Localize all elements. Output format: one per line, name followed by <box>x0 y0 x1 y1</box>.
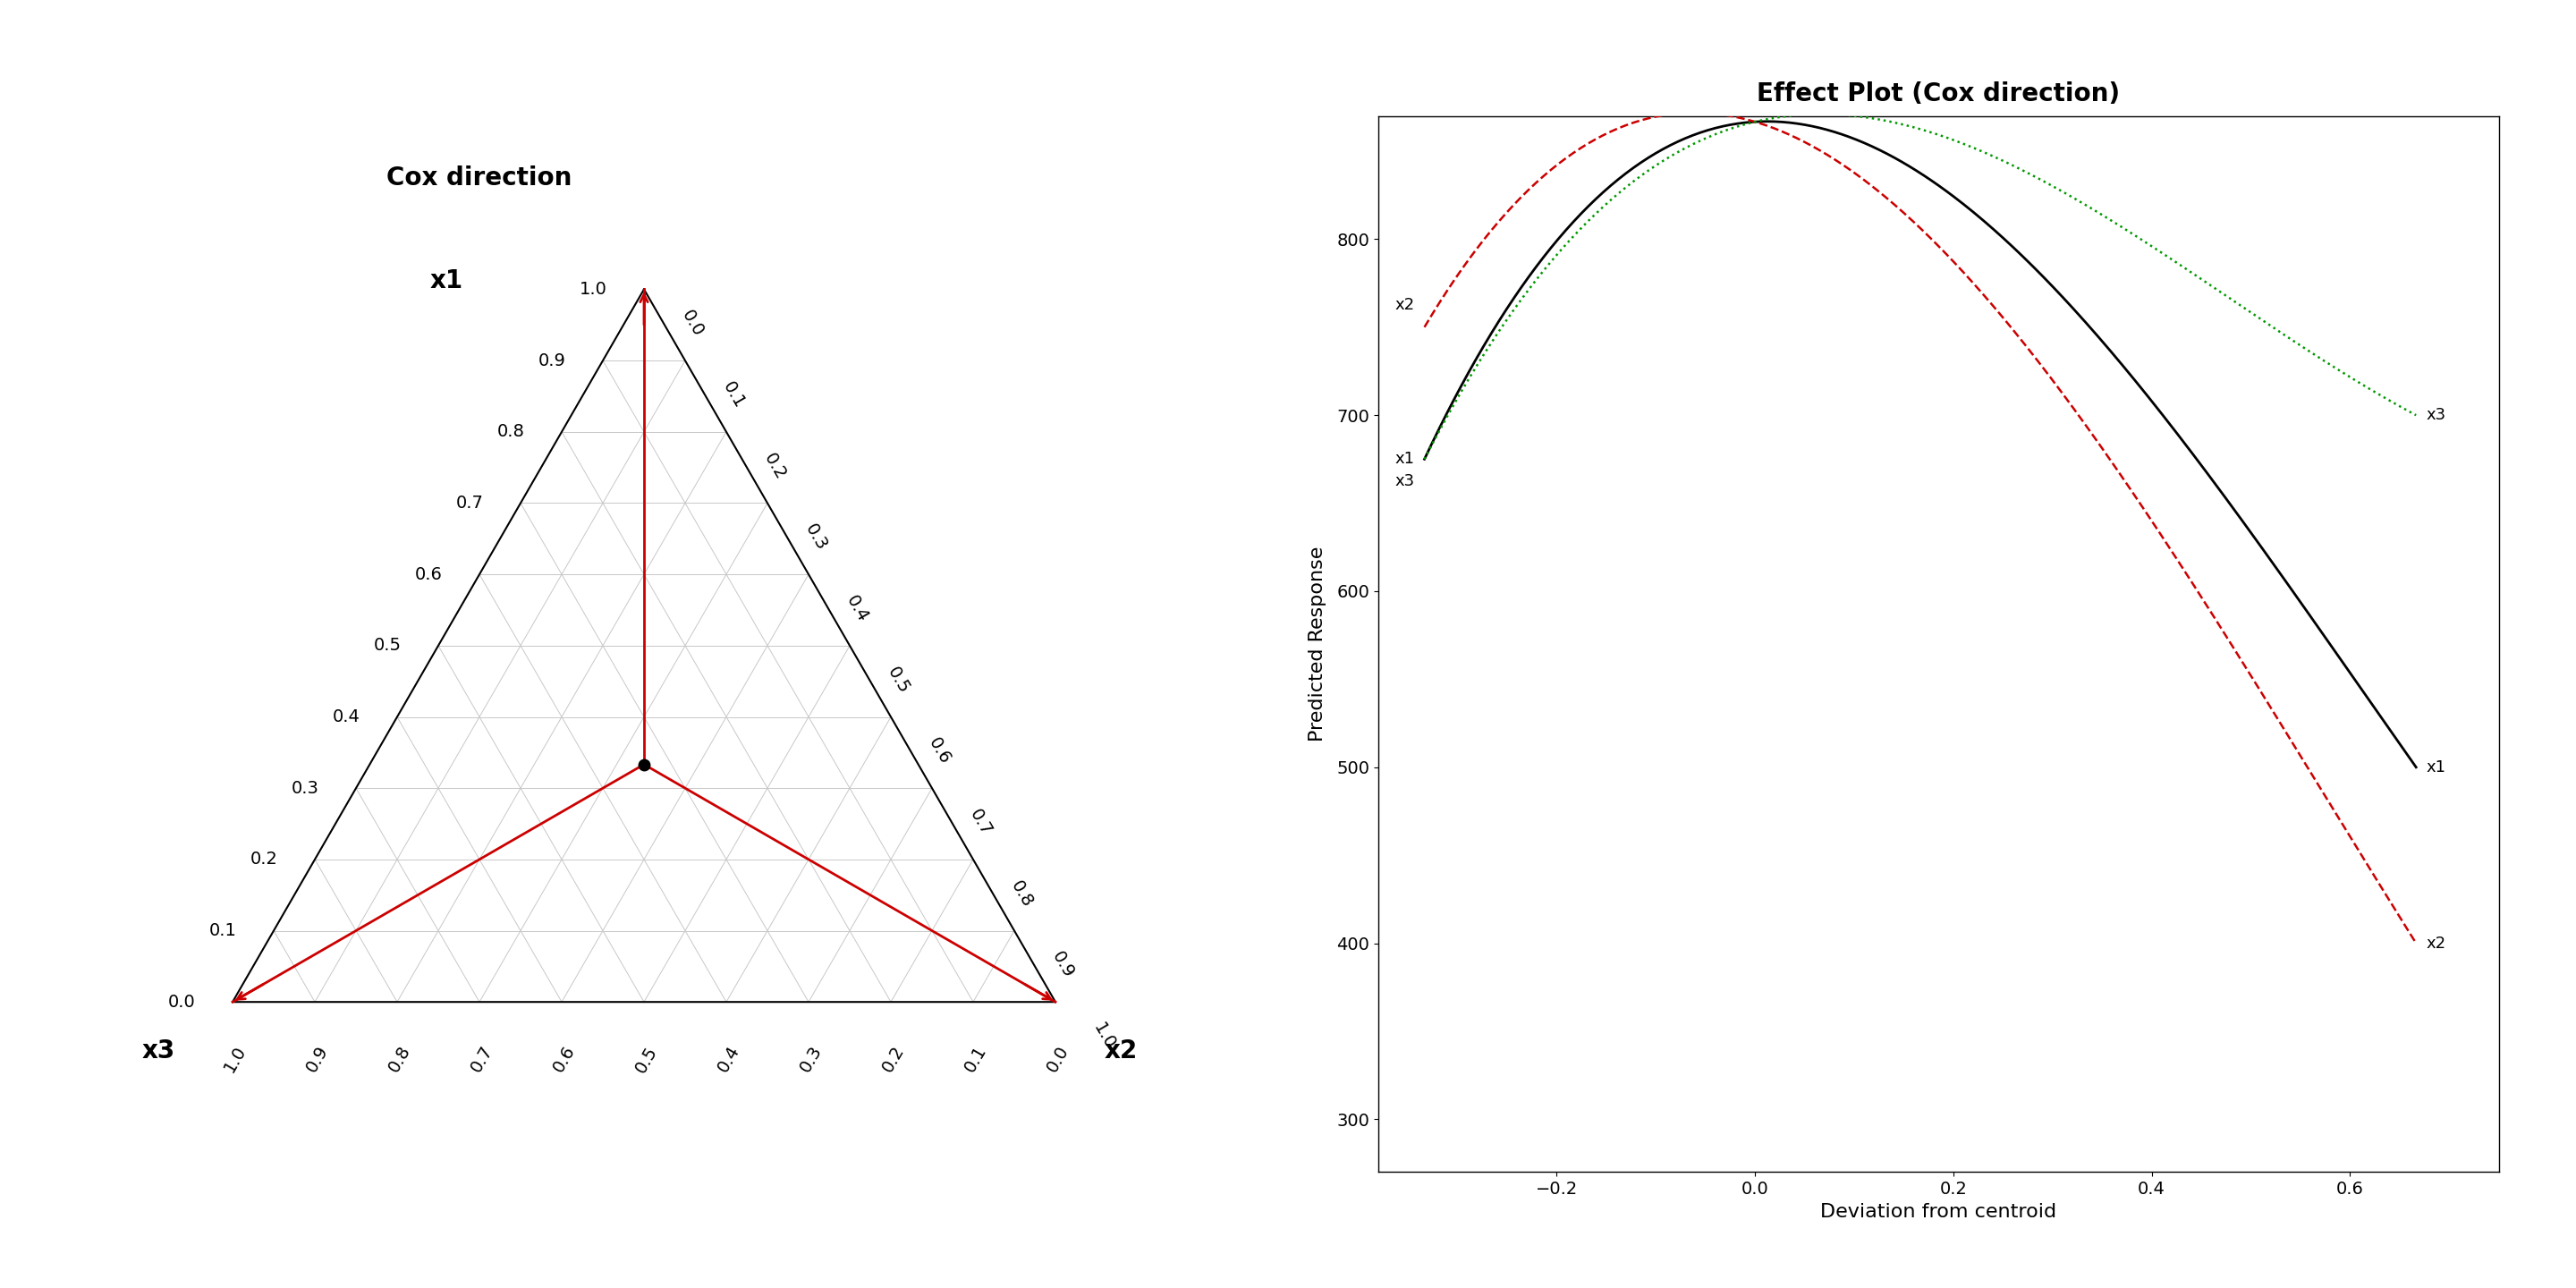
Text: Cox direction: Cox direction <box>386 166 572 191</box>
Text: 0.9: 0.9 <box>538 352 567 370</box>
Text: 0.9: 0.9 <box>1048 949 1077 981</box>
Text: 0.6: 0.6 <box>415 565 443 583</box>
Text: 0.7: 0.7 <box>456 495 484 511</box>
Text: 0.4: 0.4 <box>332 708 361 725</box>
Text: 0.1: 0.1 <box>961 1043 989 1075</box>
Text: 0.4: 0.4 <box>842 592 871 625</box>
Text: 0.0: 0.0 <box>167 993 196 1011</box>
Text: 0.3: 0.3 <box>801 522 829 554</box>
Text: 0.8: 0.8 <box>386 1043 415 1075</box>
Text: 0.8: 0.8 <box>497 424 526 440</box>
Text: 0.2: 0.2 <box>878 1043 907 1075</box>
Text: x1: x1 <box>2427 759 2445 775</box>
Text: 0.2: 0.2 <box>760 450 788 483</box>
Text: 0.5: 0.5 <box>631 1043 662 1075</box>
Text: 1.0: 1.0 <box>222 1043 250 1075</box>
Text: x1: x1 <box>430 269 464 294</box>
Text: 0.6: 0.6 <box>549 1043 580 1075</box>
Text: x3: x3 <box>1394 473 1414 489</box>
Text: x1: x1 <box>1394 451 1414 468</box>
Text: 0.8: 0.8 <box>1007 877 1036 909</box>
Text: 0.9: 0.9 <box>304 1043 332 1075</box>
Text: x3: x3 <box>142 1039 175 1064</box>
Title: Effect Plot (Cox direction): Effect Plot (Cox direction) <box>1757 81 2120 107</box>
Text: 0.5: 0.5 <box>884 663 912 697</box>
Text: 1.0: 1.0 <box>580 281 608 298</box>
Text: 1.0: 1.0 <box>1090 1020 1118 1052</box>
X-axis label: Deviation from centroid: Deviation from centroid <box>1821 1203 2056 1221</box>
Text: 0.5: 0.5 <box>374 638 402 654</box>
Text: 0.3: 0.3 <box>796 1043 824 1075</box>
Text: 0.4: 0.4 <box>714 1043 742 1075</box>
Text: x3: x3 <box>2427 407 2445 424</box>
Y-axis label: Predicted Response: Predicted Response <box>1309 546 1327 742</box>
Text: 0.3: 0.3 <box>291 779 319 797</box>
Text: x2: x2 <box>1394 298 1414 313</box>
Text: 0.7: 0.7 <box>469 1043 497 1075</box>
Text: 0.6: 0.6 <box>925 735 953 768</box>
Text: x2: x2 <box>2427 935 2445 952</box>
Text: 0.1: 0.1 <box>209 922 237 939</box>
Text: 0.0: 0.0 <box>1043 1043 1072 1075</box>
Text: 0.0: 0.0 <box>677 308 706 340</box>
Text: 0.7: 0.7 <box>966 806 994 838</box>
Text: 0.1: 0.1 <box>719 379 747 411</box>
Text: 0.2: 0.2 <box>250 851 278 868</box>
Text: x2: x2 <box>1105 1039 1139 1064</box>
